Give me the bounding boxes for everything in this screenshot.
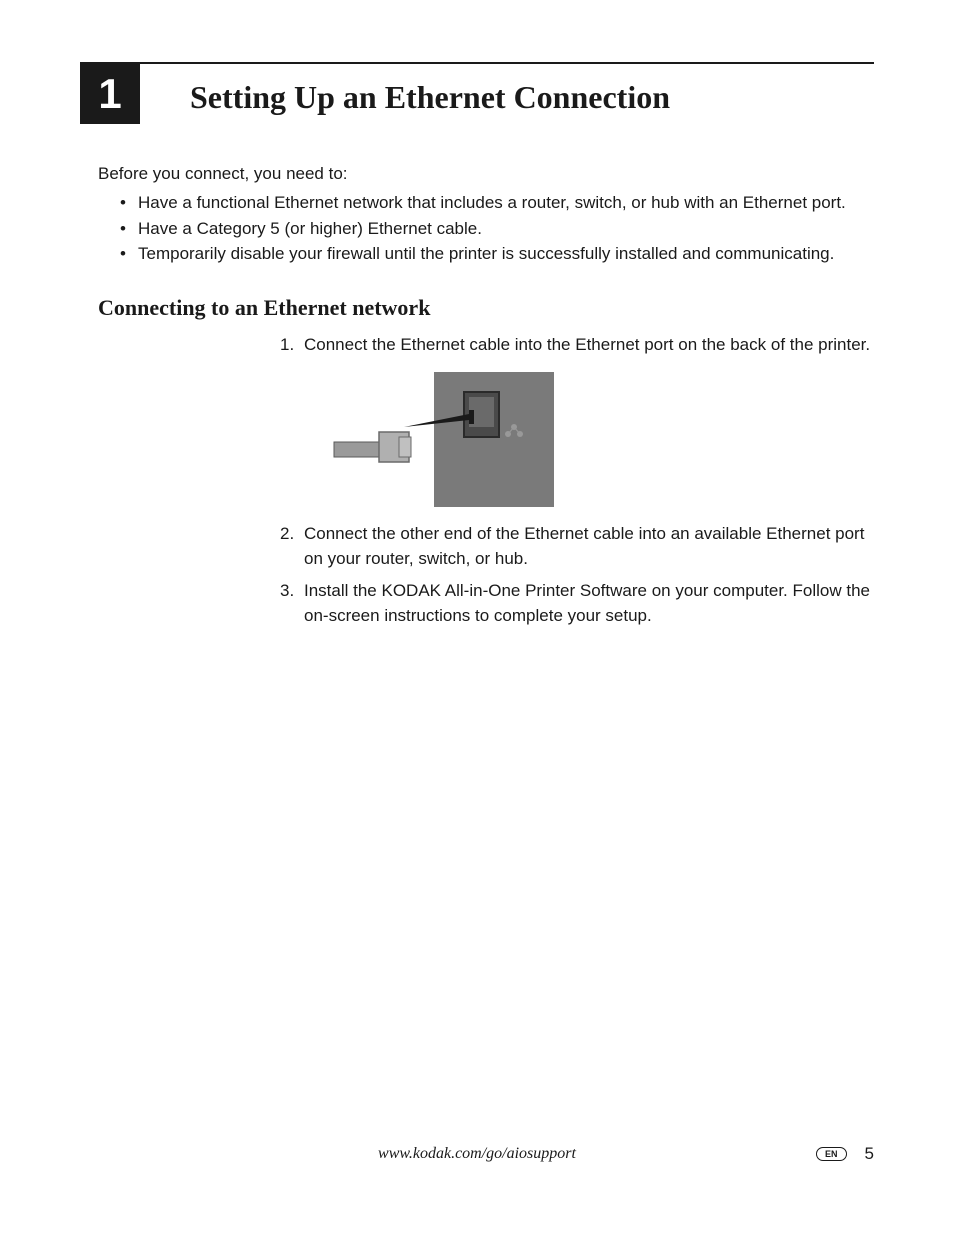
ethernet-cable-icon: [324, 372, 554, 507]
section-heading: Connecting to an Ethernet network: [98, 295, 874, 321]
chapter-header: 1 Setting Up an Ethernet Connection: [80, 64, 874, 124]
step-text: Connect the Ethernet cable into the Ethe…: [304, 335, 870, 354]
list-item: Have a functional Ethernet network that …: [120, 190, 874, 216]
intro-text: Before you connect, you need to:: [98, 164, 874, 184]
list-item: Temporarily disable your firewall until …: [120, 241, 874, 267]
list-item: Have a Category 5 (or higher) Ethernet c…: [120, 216, 874, 242]
page-footer: www.kodak.com/go/aiosupport EN 5: [0, 1145, 954, 1163]
chapter-title: Setting Up an Ethernet Connection: [190, 79, 670, 116]
chapter-number-box: 1: [80, 64, 140, 124]
prerequisites-list: Have a functional Ethernet network that …: [120, 190, 874, 267]
page-number: 5: [865, 1144, 874, 1164]
ethernet-port-figure: [324, 372, 554, 507]
list-item: Connect the Ethernet cable into the Ethe…: [280, 333, 874, 508]
language-badge: EN: [816, 1147, 847, 1162]
footer-right: EN 5: [816, 1144, 874, 1164]
list-item: Install the KODAK All-in-One Printer Sof…: [280, 579, 874, 628]
steps-list: Connect the Ethernet cable into the Ethe…: [280, 333, 874, 629]
footer-url: www.kodak.com/go/aiosupport: [378, 1145, 576, 1163]
chapter-number: 1: [98, 70, 121, 118]
list-item: Connect the other end of the Ethernet ca…: [280, 522, 874, 571]
